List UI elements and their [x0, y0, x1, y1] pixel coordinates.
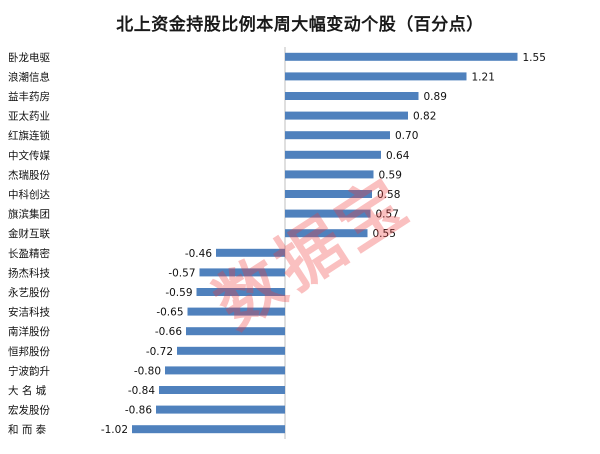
value-label: 1.55	[523, 52, 546, 64]
value-label: -0.57	[168, 267, 195, 279]
value-label: 0.55	[373, 228, 396, 240]
value-label: -0.84	[128, 385, 155, 397]
category-label: 卧龙电驱	[8, 51, 50, 64]
bar	[285, 52, 518, 61]
bar	[187, 307, 285, 316]
value-label: -0.86	[125, 405, 152, 417]
category-label: 益丰药房	[8, 90, 50, 103]
category-label: 亚太药业	[8, 110, 50, 123]
category-label: 金财互联	[8, 227, 50, 240]
category-label: 中科创达	[8, 188, 50, 201]
value-label: -0.65	[156, 307, 183, 319]
value-label: 0.57	[376, 209, 399, 221]
bar	[285, 190, 372, 198]
value-label: 0.89	[424, 91, 447, 103]
category-label: 旗滨集团	[8, 208, 50, 221]
category-label: 长盈精密	[8, 247, 50, 260]
value-label: -0.66	[155, 326, 182, 338]
category-label: 红旗连锁	[8, 129, 50, 142]
value-label: -0.59	[165, 287, 192, 299]
category-label: 安洁科技	[8, 306, 50, 319]
bar	[216, 248, 285, 257]
category-label: 恒邦股份	[8, 345, 50, 358]
category-label: 宏发股份	[8, 404, 50, 417]
bar	[285, 229, 368, 238]
category-label: 中文传媒	[8, 149, 50, 162]
bar	[285, 111, 408, 120]
bar	[285, 72, 467, 81]
value-label: 0.82	[413, 111, 436, 123]
category-label: 大 名 城	[8, 384, 47, 397]
bar	[285, 150, 381, 159]
value-label: 0.58	[377, 189, 400, 201]
value-label: -0.72	[146, 346, 173, 358]
bar	[156, 405, 285, 414]
category-label: 宁波韵升	[8, 364, 50, 377]
value-label: -0.80	[134, 365, 161, 377]
bar	[285, 170, 374, 179]
category-label: 浪潮信息	[8, 70, 50, 83]
bar	[199, 268, 285, 277]
bar	[159, 386, 285, 394]
category-label: 永艺股份	[8, 286, 50, 299]
value-label: 0.70	[395, 130, 418, 142]
category-label: 扬杰科技	[8, 266, 50, 279]
value-label: 1.21	[472, 71, 495, 83]
bar	[285, 209, 371, 218]
bar	[132, 425, 285, 434]
chart-title: 北上资金持股比例本周大幅变动个股（百分点）	[116, 15, 484, 35]
bar	[177, 346, 285, 355]
value-label: 0.59	[379, 169, 402, 181]
category-label: 南洋股份	[8, 325, 50, 338]
category-label: 杰瑞股份	[8, 169, 50, 181]
bar	[285, 92, 419, 100]
value-label: -1.02	[101, 424, 128, 436]
bar	[196, 288, 285, 296]
value-label: 0.64	[386, 150, 410, 162]
value-label: -0.46	[185, 248, 212, 260]
bar	[186, 327, 285, 336]
bar	[165, 366, 285, 375]
category-label: 和 而 泰	[8, 423, 47, 436]
bar	[285, 131, 390, 140]
